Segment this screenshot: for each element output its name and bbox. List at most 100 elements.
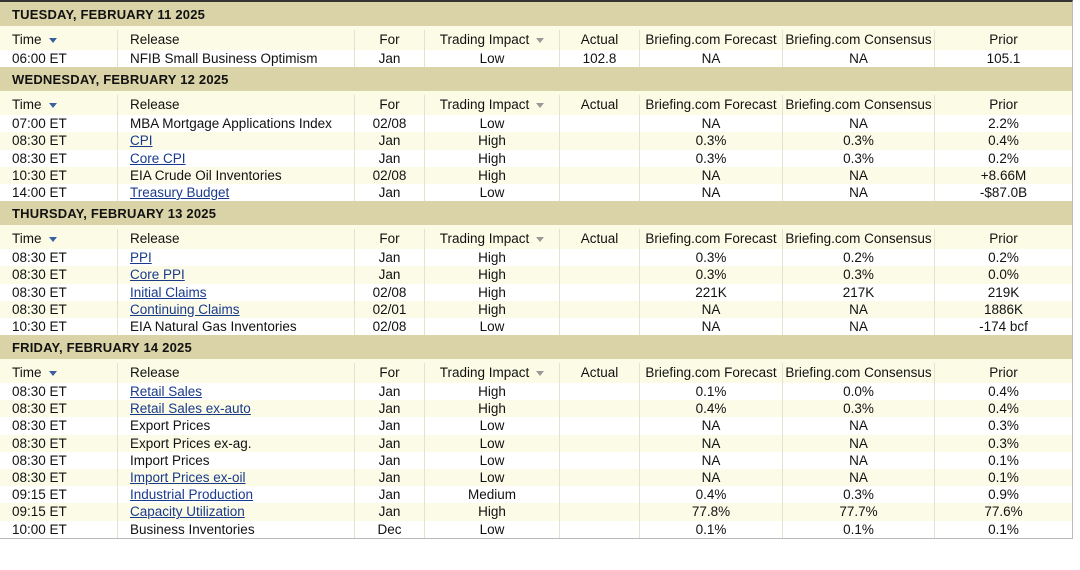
cell-text: High — [478, 267, 506, 283]
cell-text: 0.9% — [988, 487, 1019, 503]
cell-text: Low — [479, 435, 505, 451]
cell-prior: 0.2% — [935, 150, 1072, 167]
column-header[interactable]: Time — [0, 95, 118, 116]
release-link[interactable]: Import Prices ex-oil — [130, 470, 246, 485]
cell-text: 0.4% — [988, 401, 1019, 417]
column-header[interactable]: Time — [0, 30, 118, 50]
cell-text: NA — [701, 301, 721, 317]
cell-consensus: NA — [783, 115, 935, 133]
cell-release: Retail Sales — [118, 383, 355, 401]
cell-text: 0.1% — [988, 452, 1019, 468]
cell-prior: 0.3% — [935, 435, 1072, 452]
release-link[interactable]: CPI — [130, 133, 153, 149]
cell-text: 09:15 ET — [12, 487, 67, 503]
cell-for: Jan — [355, 183, 425, 202]
cell-text: 77.6% — [984, 504, 1023, 520]
cell-text: NA — [701, 116, 721, 132]
cell-forecast: NA — [640, 434, 783, 452]
cell-actual — [560, 132, 640, 150]
cell-release: PPI — [118, 249, 355, 267]
cell-consensus: NA — [783, 166, 935, 184]
cell-actual — [560, 266, 640, 284]
cell-impact: High — [425, 149, 560, 167]
release-row: 10:30 ET EIA Natural Gas Inventories 02/08… — [0, 317, 1072, 336]
release-link[interactable]: Core PPI — [130, 267, 185, 283]
cell-actual — [560, 503, 640, 521]
column-header-text[interactable]: Trading Impact — [440, 365, 545, 380]
cell-text: 0.3% — [988, 418, 1019, 434]
cell-release: EIA Natural Gas Inventories — [118, 317, 355, 336]
column-header: Briefing.com Consensus — [783, 30, 935, 50]
column-header[interactable]: Time — [0, 363, 118, 384]
release-row: 10:00 ET Business Inventories Dec Low 0.1% 0.… — [0, 520, 1072, 538]
cell-time: 08:30 ET — [0, 417, 118, 435]
cell-text: 0.3% — [843, 487, 874, 503]
column-header-text: For — [379, 97, 400, 113]
cell-consensus: 217K — [783, 283, 935, 301]
cell-prior: 0.3% — [935, 417, 1072, 434]
column-header: Actual — [560, 229, 640, 250]
release-link[interactable]: Capacity Utilization — [130, 504, 245, 520]
column-header-text[interactable]: Time — [12, 365, 57, 380]
release-row: 08:30 ET Export Prices Jan Low NA NA 0.3% — [0, 417, 1072, 435]
release-link[interactable]: Treasury Budget — [130, 184, 230, 200]
cell-text: NA — [849, 470, 868, 485]
cell-text: High — [478, 150, 506, 166]
column-header[interactable]: Time — [0, 229, 118, 250]
column-header: Prior — [935, 95, 1072, 115]
release-link[interactable]: Continuing Claims — [130, 301, 240, 317]
cell-text: High — [478, 504, 506, 520]
cell-forecast: NA — [640, 115, 783, 133]
release-row: 08:30 ET CPI Jan High 0.3% 0.3% 0.4% — [0, 132, 1072, 150]
cell-text: High — [478, 250, 506, 266]
cell-release: Export Prices ex-ag. — [118, 434, 355, 452]
release-row: 08:30 ET Initial Claims 02/08 High 221K 217K 2… — [0, 283, 1072, 301]
cell-forecast: 0.3% — [640, 249, 783, 267]
cell-consensus: NA — [783, 451, 935, 469]
cell-actual — [560, 417, 640, 435]
cell-impact: Low — [425, 317, 560, 336]
cell-time: 09:15 ET — [0, 486, 118, 504]
column-header[interactable]: Trading Impact — [425, 30, 560, 50]
release-link[interactable]: Retail Sales — [130, 384, 203, 400]
release-link[interactable]: Core CPI — [130, 150, 186, 166]
column-header-text: Briefing.com Consensus — [785, 231, 932, 247]
cell-for: Jan — [355, 132, 425, 150]
cell-for: Jan — [355, 149, 425, 167]
cell-text: 0.3% — [695, 267, 727, 283]
release-link[interactable]: PPI — [130, 250, 152, 266]
cell-time: 10:30 ET — [0, 317, 118, 336]
cell-release: Business Inventories — [118, 520, 355, 538]
release-link[interactable]: Initial Claims — [130, 284, 207, 300]
cell-text: 0.3% — [695, 250, 727, 266]
cell-prior: 77.6% — [935, 503, 1072, 520]
cell-text: NA — [701, 167, 721, 183]
cell-prior: -174 bcf — [935, 318, 1072, 335]
column-header[interactable]: Trading Impact — [425, 95, 560, 116]
column-header[interactable]: Trading Impact — [425, 363, 560, 384]
release-link[interactable]: Industrial Production — [130, 487, 254, 503]
column-header-text[interactable]: Trading Impact — [440, 97, 545, 112]
day-title: FRIDAY, FEBRUARY 14 2025 — [0, 335, 1072, 360]
cell-text: 0.1% — [843, 521, 874, 537]
cell-text: 07:00 ET — [12, 116, 67, 132]
cell-release: Core PPI — [118, 266, 355, 284]
column-header-text: Actual — [580, 231, 619, 247]
column-header-text: Prior — [989, 231, 1018, 247]
cell-release: NFIB Small Business Optimism — [118, 50, 355, 68]
column-header-text: Prior — [989, 32, 1018, 47]
release-link[interactable]: Retail Sales ex-auto — [130, 401, 251, 417]
cell-text: NA — [849, 318, 868, 334]
cell-prior: +8.66M — [935, 167, 1072, 184]
column-header[interactable]: Trading Impact — [425, 229, 560, 250]
column-header-text[interactable]: Trading Impact — [440, 231, 545, 246]
cell-consensus: 0.3% — [783, 266, 935, 284]
cell-text: 0.3% — [988, 435, 1019, 451]
column-header-text[interactable]: Time — [12, 231, 57, 246]
column-header-text[interactable]: Trading Impact — [440, 32, 545, 47]
column-header-text[interactable]: Time — [12, 97, 57, 112]
cell-text: Medium — [467, 487, 516, 503]
cell-text: 0.4% — [988, 384, 1019, 400]
column-header: Prior — [935, 363, 1072, 383]
column-header-text[interactable]: Time — [12, 32, 57, 47]
